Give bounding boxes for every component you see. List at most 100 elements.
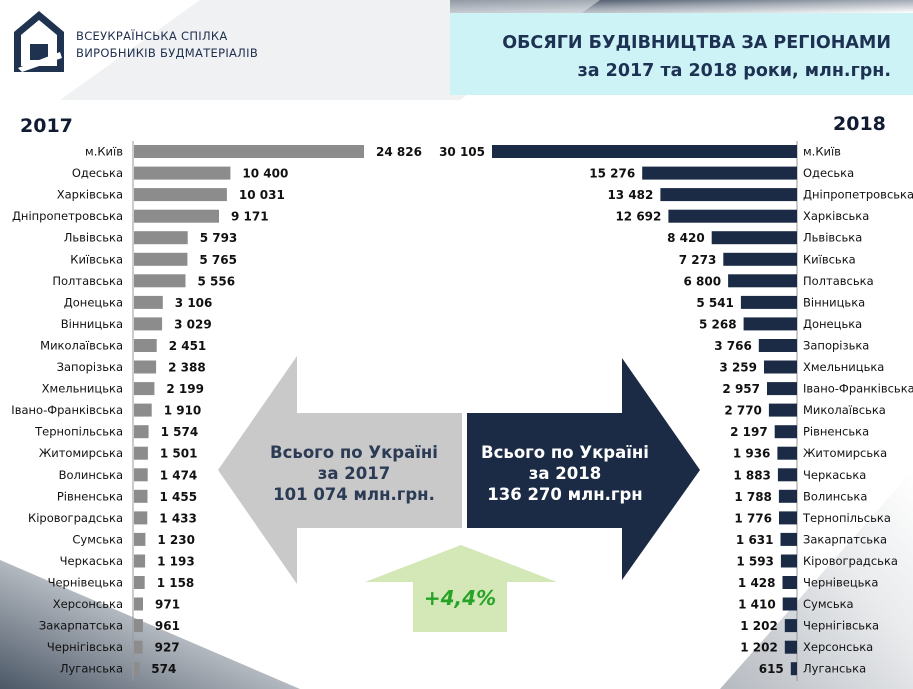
category-label-2018: Кіровоградська: [803, 554, 898, 568]
value-label-2018: 1 202: [740, 619, 778, 633]
value-label-2017: 1 433: [159, 511, 197, 525]
bar-2017: [134, 317, 163, 331]
category-label-2018: м.Київ: [803, 145, 841, 159]
bar-2017: [134, 274, 186, 288]
category-label-2018: Черкаська: [803, 468, 866, 482]
category-label-2017: Миколаївська: [40, 339, 123, 353]
category-label-2017: Чернігівська: [47, 640, 123, 654]
value-label-2017: 961: [155, 619, 180, 633]
value-label-2017: 971: [155, 598, 180, 612]
page-subtitle: за 2017 та 2018 роки, млн.грн.: [577, 61, 891, 81]
category-label-2017: м.Київ: [85, 145, 123, 159]
value-label-2017: 1 455: [160, 490, 198, 504]
bar-2018: [660, 188, 797, 202]
category-label-2017: Кіровоградська: [28, 511, 123, 525]
category-label-2017: Львівська: [64, 231, 123, 245]
bar-2018: [774, 425, 797, 439]
page-title: ОБСЯГИ БУДІВНИЦТВА ЗА РЕГІОНАМИ: [502, 33, 891, 53]
category-label-2018: Хмельницька: [803, 360, 884, 374]
value-label-2018: 15 276: [589, 167, 635, 181]
bar-2017: [134, 252, 188, 266]
value-label-2017: 1 910: [164, 404, 202, 418]
arrow-2017: [218, 356, 462, 584]
organization-name-line1: ВСЕУКРАЇНСЬКА СПІЛКА: [76, 29, 228, 43]
bar-2017: [134, 166, 231, 180]
category-label-2017: Рівненська: [57, 489, 123, 503]
category-label-2017: Сумська: [72, 532, 123, 546]
summary-2017-line1: Всього по Україні: [270, 443, 438, 462]
category-label-2017: Вінницька: [61, 317, 123, 331]
bar-2017: [134, 446, 148, 460]
value-label-2017: 10 031: [239, 188, 285, 202]
bar-2018: [768, 403, 797, 417]
summary-2017-line2: за 2017: [317, 464, 391, 483]
category-label-2018: Полтавська: [803, 274, 874, 288]
value-label-2017: 9 171: [231, 210, 269, 224]
value-label-2018: 8 420: [667, 231, 705, 245]
category-label-2018: Одеська: [803, 166, 854, 180]
value-label-2018: 2 197: [730, 425, 768, 439]
bar-2018: [723, 252, 797, 266]
category-label-2017: Київська: [70, 252, 123, 266]
bar-2018: [778, 489, 797, 503]
category-label-2017: Тернопільська: [34, 425, 123, 439]
bar-2017: [134, 145, 364, 158]
summary-2018: Всього по Україні за 2018 136 270 млн.гр…: [465, 442, 665, 505]
bar-2017: [134, 597, 143, 611]
bar-2017: [134, 662, 140, 676]
bar-2017: [134, 468, 148, 482]
bar-2017: [134, 188, 227, 202]
bar-2017: [134, 489, 148, 503]
bar-2018: [782, 576, 797, 589]
union-logo-icon: [14, 11, 64, 72]
category-label-2018: Волинська: [803, 489, 867, 503]
bar-2018: [784, 640, 797, 654]
category-label-2017: Херсонська: [53, 597, 123, 611]
value-label-2018: 1 776: [734, 511, 772, 525]
category-label-2017: Хмельницька: [42, 382, 123, 396]
bar-2018: [780, 532, 797, 546]
value-label-2018: 3 259: [719, 361, 757, 375]
arrow-2018: [467, 358, 700, 580]
value-label-2017: 2 451: [169, 339, 207, 353]
category-label-2017: Харківська: [57, 188, 123, 202]
value-label-2018: 1 593: [736, 555, 774, 569]
value-label-2017: 2 199: [166, 382, 204, 396]
value-label-2017: 10 400: [242, 167, 288, 181]
category-label-2017: Житомирська: [39, 446, 123, 460]
value-label-2017: 5 556: [198, 274, 236, 288]
bar-2018: [780, 554, 797, 568]
value-label-2017: 2 388: [168, 361, 206, 375]
bar-2017: [134, 511, 148, 525]
bar-2018: [492, 145, 797, 158]
category-label-2018: Івано-Франківська: [803, 382, 913, 396]
value-label-2018: 1 883: [733, 468, 771, 482]
summary-2018-line3: 136 270 млн.грн: [487, 485, 643, 504]
bar-2017: [134, 619, 143, 633]
value-label-2017: 1 193: [157, 555, 195, 569]
category-label-2018: Харківська: [803, 209, 869, 223]
value-label-2017: 5 793: [200, 231, 238, 245]
category-label-2017: Донецька: [64, 295, 123, 309]
bar-2017: [134, 640, 143, 654]
category-label-2017: Закарпатська: [39, 619, 123, 633]
category-label-2018: Луганська: [803, 662, 866, 676]
summary-2018-line2: за 2018: [528, 464, 602, 483]
bar-2018: [782, 597, 797, 611]
category-label-2018: Київська: [803, 252, 856, 266]
category-label-2018: Вінницька: [803, 295, 865, 309]
value-label-2018: 6 800: [684, 274, 722, 288]
value-label-2017: 1 230: [157, 533, 195, 547]
category-label-2018: Донецька: [803, 317, 862, 331]
growth-percent: +4,4%: [423, 586, 497, 610]
bar-2017: [134, 382, 155, 396]
bar-2018: [777, 468, 797, 482]
bar-2018: [784, 619, 797, 633]
bar-2017: [134, 209, 219, 223]
bar-2018: [743, 317, 797, 331]
category-label-2018: Чернігівська: [803, 619, 879, 633]
value-label-2017: 3 106: [175, 296, 213, 310]
value-label-2018: 12 692: [615, 210, 661, 224]
value-label-2018: 13 482: [607, 188, 653, 202]
